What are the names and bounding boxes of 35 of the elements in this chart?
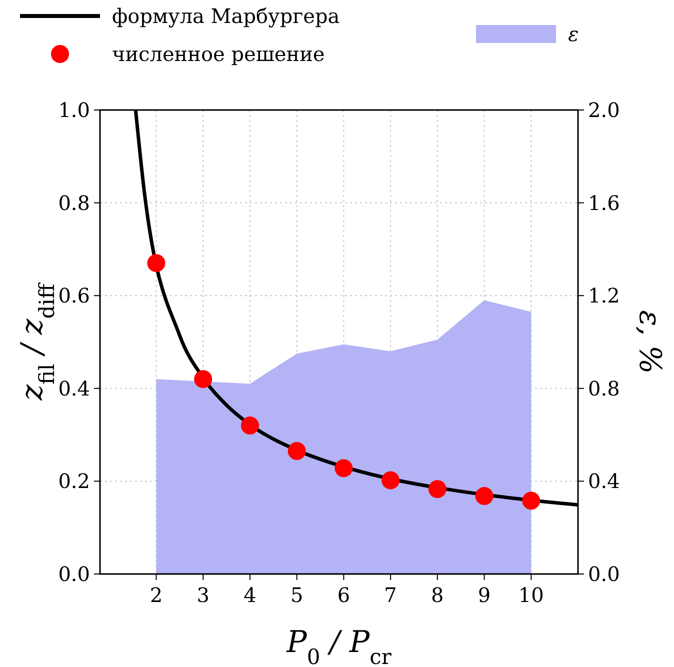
y-tick-label: 0.0 bbox=[58, 562, 90, 586]
x-tick-label: 10 bbox=[518, 583, 544, 607]
x-tick-label: 8 bbox=[431, 583, 444, 607]
point bbox=[334, 459, 353, 478]
legend-label: формула Марбургера bbox=[112, 4, 340, 28]
y-tick-label: 0.4 bbox=[58, 376, 90, 400]
x-tick-label: 7 bbox=[384, 583, 397, 607]
y2-tick-label: 2.0 bbox=[588, 98, 620, 122]
point bbox=[428, 480, 446, 498]
x-tick-label: 9 bbox=[478, 583, 491, 607]
y-tick-label: 0.6 bbox=[58, 284, 90, 308]
y2-tick-label: 0.4 bbox=[588, 469, 620, 494]
y2-tick-label: 0.0 bbox=[588, 562, 620, 586]
point bbox=[475, 487, 494, 506]
point bbox=[240, 416, 259, 435]
x-tick-label: 2 bbox=[150, 583, 163, 607]
x-tick-label: 6 bbox=[337, 583, 350, 607]
x-tick-label: 4 bbox=[244, 583, 256, 607]
y2-tick-label: 1.6 bbox=[588, 190, 620, 215]
y-tick-label: 1.0 bbox=[58, 98, 90, 122]
legend-label: численное решение bbox=[112, 42, 325, 66]
y-tick-label: 0.2 bbox=[58, 469, 90, 494]
point bbox=[288, 442, 306, 460]
point bbox=[147, 254, 166, 272]
point bbox=[382, 471, 400, 490]
y2-tick-label: 0.8 bbox=[588, 376, 620, 400]
point bbox=[522, 492, 540, 510]
y2-axis-title: ε, % bbox=[632, 310, 667, 374]
y-tick-label: 0.8 bbox=[58, 190, 90, 215]
x-axis-title: P$_{0}$ / P$_{cr}$ bbox=[286, 625, 392, 667]
legend-label: ε bbox=[568, 22, 579, 46]
x-tick-label: 5 bbox=[290, 583, 304, 607]
point bbox=[194, 370, 212, 388]
x-tick-label: 3 bbox=[196, 583, 210, 607]
y2-tick-label: 1.2 bbox=[588, 284, 620, 308]
